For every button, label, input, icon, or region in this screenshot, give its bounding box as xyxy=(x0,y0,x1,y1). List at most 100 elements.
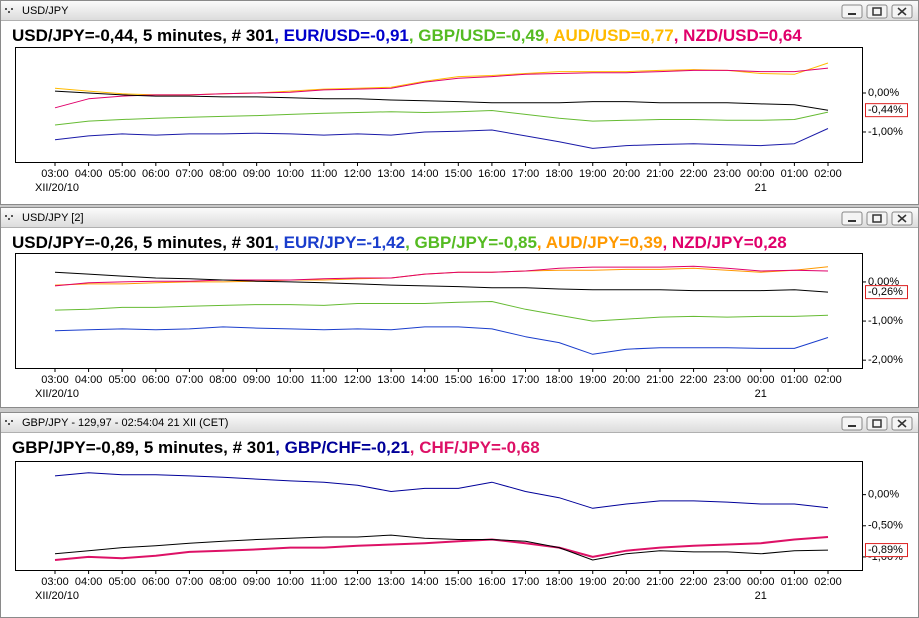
x-tick-label: 00:00 xyxy=(747,374,775,386)
x-tick-label: 06:00 xyxy=(142,374,170,386)
window-icon-dot xyxy=(5,8,7,10)
minimize-button[interactable] xyxy=(841,211,863,226)
button-glyph xyxy=(872,7,882,16)
series-line xyxy=(54,536,829,561)
x-tick-label: 09:00 xyxy=(243,576,271,588)
x-tick-label: 18:00 xyxy=(545,374,573,386)
x-tick-label: 14:00 xyxy=(411,168,439,180)
x-tick-label: 07:00 xyxy=(176,576,204,588)
x-tick-label: 06:00 xyxy=(142,576,170,588)
maximize-button[interactable] xyxy=(866,211,888,226)
x-tick-label: 13:00 xyxy=(377,168,405,180)
x-tick-label: 22:00 xyxy=(680,168,708,180)
title-part: GBP/JPY=-0,89, 5 minutes, # 301 xyxy=(12,438,275,457)
chart-title: USD/JPY=-0,26, 5 minutes, # 301, EUR/JPY… xyxy=(12,233,787,252)
x-tick-label: 08:00 xyxy=(209,374,237,386)
x-tick-label: 05:00 xyxy=(108,374,136,386)
x-tick-label: 01:00 xyxy=(781,374,809,386)
series-line xyxy=(54,271,829,293)
window-icon-dot xyxy=(8,423,10,425)
y-tick-label: 0,00% xyxy=(868,87,899,99)
y-tick-label: -2,00% xyxy=(868,354,903,366)
x-tick-label: 08:00 xyxy=(209,168,237,180)
x-tick-label: 06:00 xyxy=(142,168,170,180)
x-tick-label: 23:00 xyxy=(713,576,741,588)
maximize-button[interactable] xyxy=(866,4,888,19)
button-glyph xyxy=(897,214,907,223)
x-tick-label: 05:00 xyxy=(108,168,136,180)
title-part: , AUD/USD=0,77 xyxy=(544,26,673,45)
minimize-button[interactable] xyxy=(841,416,863,431)
x-tick-label: 04:00 xyxy=(75,374,103,386)
button-glyph xyxy=(872,419,882,428)
x-tick-label: 13:00 xyxy=(377,576,405,588)
x-tick-label: 03:00 xyxy=(41,374,69,386)
window-icon-dot xyxy=(5,420,7,422)
window-icon-dot xyxy=(11,420,13,422)
series-line xyxy=(54,265,829,287)
series-line xyxy=(54,90,829,111)
series-line xyxy=(54,534,829,561)
y-tick-label: 0,00% xyxy=(868,489,899,501)
x-tick-label: 09:00 xyxy=(243,374,271,386)
last-value-label: -0,44% xyxy=(868,104,903,116)
window-icon-dot xyxy=(8,218,10,220)
last-value-label: -0,89% xyxy=(868,544,903,556)
window-icon-dot xyxy=(11,8,13,10)
x-tick-label: 10:00 xyxy=(276,576,304,588)
series-line xyxy=(54,472,829,509)
x-tick-label: 00:00 xyxy=(747,168,775,180)
window-title: GBP/JPY - 129,97 - 02:54:04 21 XII (CET) xyxy=(22,417,228,429)
x-tick-label: 02:00 xyxy=(814,168,842,180)
maximize-button[interactable] xyxy=(866,416,888,431)
plot-area xyxy=(15,461,863,571)
x-tick-label: 21:00 xyxy=(646,374,674,386)
last-value-box xyxy=(865,543,908,558)
window-icon-dot xyxy=(8,11,10,13)
window-title: USD/JPY [2] xyxy=(22,212,84,224)
x-tick-label: 12:00 xyxy=(344,374,372,386)
x-tick-label: 19:00 xyxy=(579,374,607,386)
series-line xyxy=(54,301,829,322)
button-glyph xyxy=(897,7,907,16)
x-tick-label: 16:00 xyxy=(478,576,506,588)
minimize-button[interactable] xyxy=(841,4,863,19)
x-date-label: 21 xyxy=(755,388,767,400)
title-bar xyxy=(1,413,918,432)
x-tick-label: 08:00 xyxy=(209,576,237,588)
y-tick-label: 0,00% xyxy=(868,276,899,288)
x-tick-label: 16:00 xyxy=(478,374,506,386)
series-line xyxy=(54,326,829,355)
x-date-label: XII/20/10 xyxy=(35,182,79,194)
x-tick-label: 01:00 xyxy=(781,576,809,588)
x-tick-label: 21:00 xyxy=(646,576,674,588)
button-glyph xyxy=(897,419,907,428)
x-tick-label: 01:00 xyxy=(781,168,809,180)
x-tick-label: 12:00 xyxy=(344,576,372,588)
x-tick-label: 21:00 xyxy=(646,168,674,180)
last-value-box xyxy=(865,103,908,118)
window-icon-dot xyxy=(5,215,7,217)
window-title: USD/JPY xyxy=(22,5,69,17)
x-tick-label: 23:00 xyxy=(713,168,741,180)
title-part: , GBP/CHF=-0,21 xyxy=(275,438,410,457)
title-part: , CHF/JPY=-0,68 xyxy=(410,438,540,457)
last-value-box xyxy=(865,285,908,300)
x-tick-label: 23:00 xyxy=(713,374,741,386)
x-tick-label: 02:00 xyxy=(814,576,842,588)
x-tick-label: 07:00 xyxy=(176,168,204,180)
x-tick-label: 11:00 xyxy=(311,374,338,386)
last-value-label: -0,26% xyxy=(868,286,903,298)
x-tick-label: 17:00 xyxy=(512,168,540,180)
button-glyph xyxy=(872,214,882,223)
x-tick-label: 04:00 xyxy=(75,576,103,588)
x-tick-label: 18:00 xyxy=(545,576,573,588)
x-tick-label: 13:00 xyxy=(377,374,405,386)
x-tick-label: 22:00 xyxy=(680,374,708,386)
x-tick-label: 15:00 xyxy=(445,576,473,588)
y-tick-label: -1,00% xyxy=(868,126,903,138)
x-tick-label: 14:00 xyxy=(411,374,439,386)
x-tick-label: 20:00 xyxy=(613,576,641,588)
x-tick-label: 17:00 xyxy=(512,374,540,386)
title-part: , NZD/JPY=0,28 xyxy=(662,233,786,252)
